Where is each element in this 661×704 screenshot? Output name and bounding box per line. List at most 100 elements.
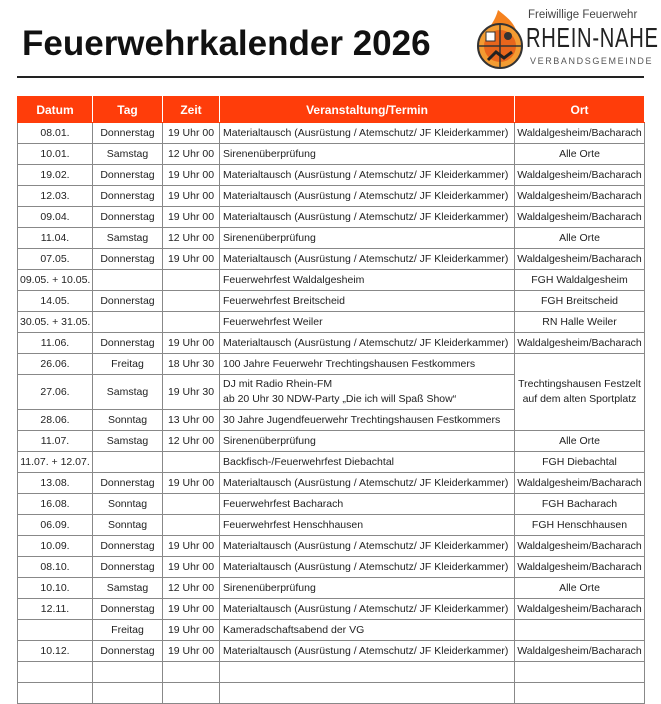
cell-day: Donnerstag bbox=[92, 248, 163, 270]
cell-date: 27.06. bbox=[17, 374, 93, 410]
cell-location: RN Halle Weiler bbox=[514, 311, 645, 333]
logo-line1: Freiwillige Feuerwehr bbox=[528, 9, 638, 21]
cell-date bbox=[17, 661, 93, 683]
cell-time bbox=[162, 269, 220, 291]
cell-day: Sonntag bbox=[92, 514, 163, 536]
table-row: 11.07. Samstag 12 Uhr 00 Sirenenüberprüfung… bbox=[17, 430, 645, 452]
cell-time: 19 Uhr 00 bbox=[162, 598, 220, 620]
cell-time bbox=[162, 661, 220, 683]
table-row: 19.02. Donnerstag 19 Uhr 00 Materialtausch … bbox=[17, 164, 645, 186]
table-row: Freitag 19 Uhr 00 Kameradschaftsabend der … bbox=[17, 619, 645, 641]
cell-location: FGH Waldalgesheim bbox=[514, 269, 645, 291]
cell-time: 19 Uhr 00 bbox=[162, 640, 220, 662]
cell-event: Sirenenüberprüfung bbox=[219, 227, 515, 249]
cell-time bbox=[162, 493, 220, 515]
cell-event: Materialtausch (Ausrüstung / Atemschutz/… bbox=[219, 206, 515, 228]
cell-date: 16.08. bbox=[17, 493, 93, 515]
cell-date: 08.01. bbox=[17, 122, 93, 144]
cell-event: Kameradschaftsabend der VG bbox=[219, 619, 515, 641]
cell-event: Materialtausch (Ausrüstung / Atemschutz/… bbox=[219, 535, 515, 557]
cell-day: Freitag bbox=[92, 619, 163, 641]
table-row: 13.08. Donnerstag 19 Uhr 00 Materialtausch … bbox=[17, 472, 645, 494]
cell-event: DJ mit Radio Rhein-FM ab 20 Uhr 30 NDW-Pa… bbox=[219, 374, 515, 410]
cell-event bbox=[219, 682, 515, 704]
table-row: 30.05. + 31.05. Feuerwehrfest Weiler RN Ha… bbox=[17, 311, 645, 333]
cell-event: Materialtausch (Ausrüstung / Atemschutz/… bbox=[219, 185, 515, 207]
cell-date: 26.06. bbox=[17, 353, 93, 375]
cell-date: 12.11. bbox=[17, 598, 93, 620]
table-row: 16.08. Sonntag Feuerwehrfest Bacharach FGH … bbox=[17, 493, 645, 515]
cell-location: Waldalgesheim/Bacharach bbox=[514, 248, 645, 270]
cell-date: 12.03. bbox=[17, 185, 93, 207]
cell-location: Waldalgesheim/Bacharach bbox=[514, 472, 645, 494]
table-row: 10.12. Donnerstag 19 Uhr 00 Materialtausch … bbox=[17, 640, 645, 662]
cell-day: Donnerstag bbox=[92, 640, 163, 662]
cell-day bbox=[92, 269, 163, 291]
cell-date bbox=[17, 682, 93, 704]
cell-day: Donnerstag bbox=[92, 535, 163, 557]
cell-day: Donnerstag bbox=[92, 122, 163, 144]
fire-brigade-emblem-icon bbox=[477, 10, 523, 69]
table-row: 14.05. Donnerstag Feuerwehrfest Breitschei… bbox=[17, 290, 645, 312]
column-header-date: Datum bbox=[17, 96, 93, 123]
cell-location: Waldalgesheim/Bacharach bbox=[514, 185, 645, 207]
cell-time: 12 Uhr 00 bbox=[162, 227, 220, 249]
cell-event: Materialtausch (Ausrüstung / Atemschutz/… bbox=[219, 472, 515, 494]
cell-date: 11.04. bbox=[17, 227, 93, 249]
table-row bbox=[17, 682, 645, 704]
cell-time: 19 Uhr 00 bbox=[162, 535, 220, 557]
cell-date: 19.02. bbox=[17, 164, 93, 186]
cell-day: Donnerstag bbox=[92, 185, 163, 207]
cell-location: Alle Orte bbox=[514, 577, 645, 599]
table-row: 11.06. Donnerstag 19 Uhr 00 Materialtausch … bbox=[17, 332, 645, 354]
cell-date: 28.06. bbox=[17, 409, 93, 431]
table-row: 10.01. Samstag 12 Uhr 00 Sirenenüberprüfung… bbox=[17, 143, 645, 165]
title-divider bbox=[17, 76, 644, 78]
cell-event: Feuerwehrfest Henschhausen bbox=[219, 514, 515, 536]
cell-time: 13 Uhr 00 bbox=[162, 409, 220, 431]
cell-day: Sonntag bbox=[92, 493, 163, 515]
cell-date: 11.07. + 12.07. bbox=[17, 451, 93, 473]
column-header-location: Ort bbox=[514, 96, 645, 123]
table-row: 10.09. Donnerstag 19 Uhr 00 Materialtausch … bbox=[17, 535, 645, 557]
column-header-time: Zeit bbox=[162, 96, 220, 123]
cell-day: Donnerstag bbox=[92, 472, 163, 494]
cell-event: Feuerwehrfest Weiler bbox=[219, 311, 515, 333]
table-row: 09.05. + 10.05. Feuerwehrfest Waldalgeshe… bbox=[17, 269, 645, 291]
cell-date: 06.09. bbox=[17, 514, 93, 536]
table-row: 12.11. Donnerstag 19 Uhr 00 Materialtausch … bbox=[17, 598, 645, 620]
cell-date: 10.09. bbox=[17, 535, 93, 557]
table-row: 26.06. Freitag 18 Uhr 30 100 Jahre Feuerweh… bbox=[17, 353, 645, 431]
cell-location: Trechtingshausen Festzelt auf dem alten … bbox=[514, 353, 645, 431]
cell-date: 08.10. bbox=[17, 556, 93, 578]
cell-date: 10.12. bbox=[17, 640, 93, 662]
cell-location: FGH Bacharach bbox=[514, 493, 645, 515]
cell-time: 12 Uhr 00 bbox=[162, 430, 220, 452]
table-row: 12.03. Donnerstag 19 Uhr 00 Materialtausch … bbox=[17, 185, 645, 207]
cell-day: Samstag bbox=[92, 143, 163, 165]
cell-date: 10.10. bbox=[17, 577, 93, 599]
table-row: 07.05. Donnerstag 19 Uhr 00 Materialtausch … bbox=[17, 248, 645, 270]
cell-location: FGH Diebachtal bbox=[514, 451, 645, 473]
cell-location bbox=[514, 661, 645, 683]
table-row: 08.01. Donnerstag 19 Uhr 00 Materialtausch … bbox=[17, 122, 645, 144]
cell-event: Materialtausch (Ausrüstung / Atemschutz/… bbox=[219, 640, 515, 662]
cell-location bbox=[514, 682, 645, 704]
cell-date: 09.04. bbox=[17, 206, 93, 228]
cell-event: Materialtausch (Ausrüstung / Atemschutz/… bbox=[219, 332, 515, 354]
page-title: Feuerwehrkalender 2026 bbox=[22, 24, 431, 63]
cell-time bbox=[162, 451, 220, 473]
cell-time: 19 Uhr 00 bbox=[162, 248, 220, 270]
table-row: 08.10. Donnerstag 19 Uhr 00 Materialtausch … bbox=[17, 556, 645, 578]
cell-event: Sirenenüberprüfung bbox=[219, 430, 515, 452]
logo: Freiwillige Feuerwehr RHEIN-NAHE VERBAND… bbox=[474, 8, 658, 72]
cell-location: FGH Henschhausen bbox=[514, 514, 645, 536]
cell-time: 19 Uhr 30 bbox=[162, 374, 220, 410]
cell-event: Feuerwehrfest Bacharach bbox=[219, 493, 515, 515]
cell-day: Sonntag bbox=[92, 409, 163, 431]
cell-day: Donnerstag bbox=[92, 206, 163, 228]
table-header-row: Datum Tag Zeit Veranstaltung/Termin Ort bbox=[17, 96, 645, 123]
column-header-day: Tag bbox=[92, 96, 163, 123]
cell-time: 19 Uhr 00 bbox=[162, 164, 220, 186]
cell-date bbox=[17, 619, 93, 641]
